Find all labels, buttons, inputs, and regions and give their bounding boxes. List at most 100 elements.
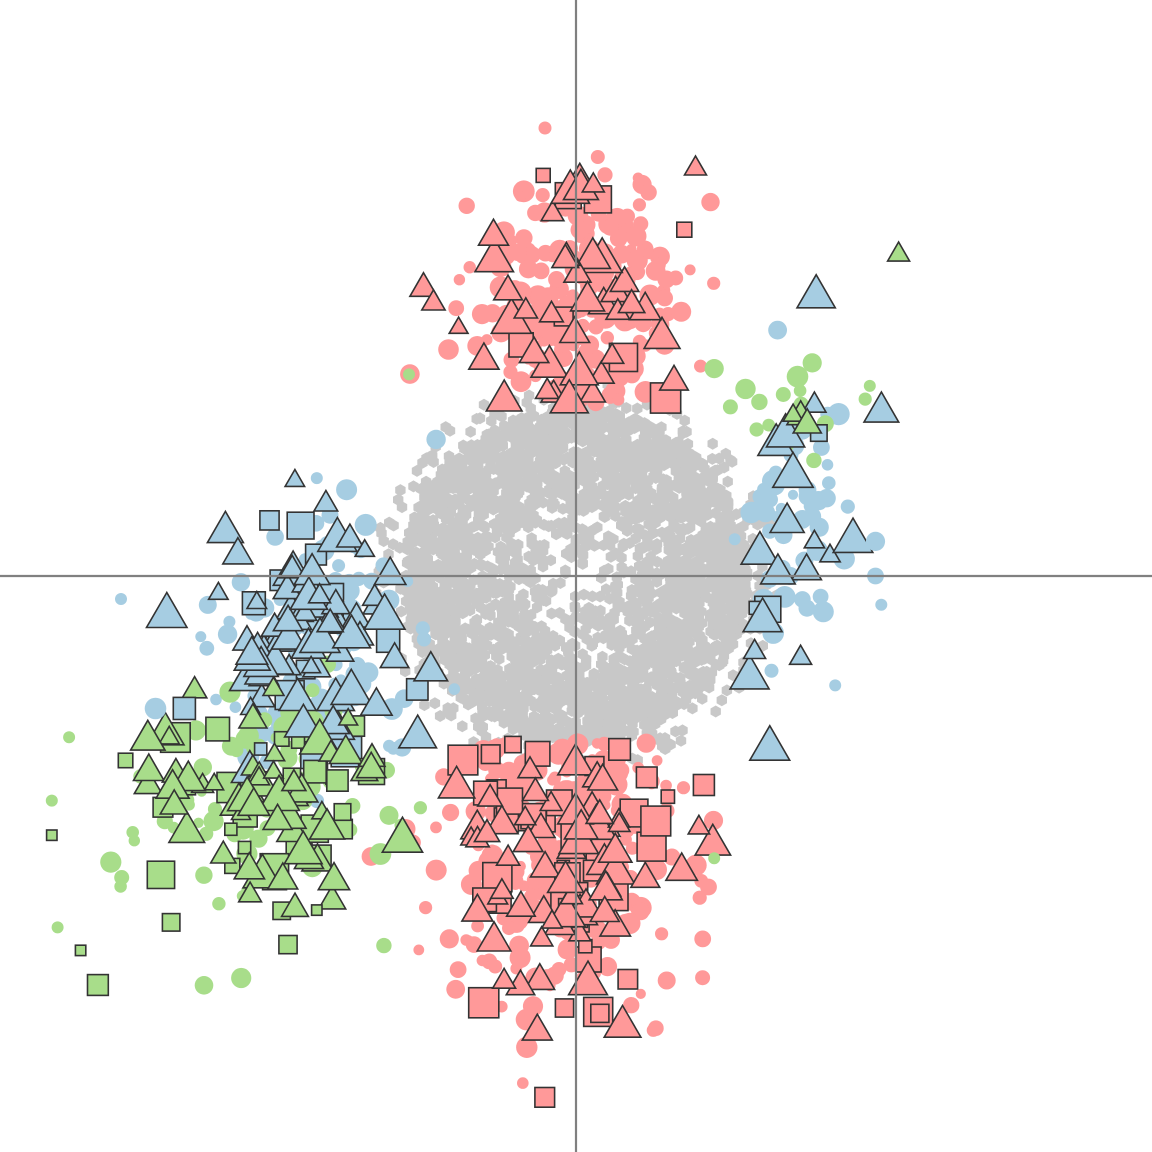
background-point: [683, 595, 694, 608]
data-point-circle: [231, 573, 251, 592]
background-point: [581, 429, 593, 441]
background-point: [618, 476, 629, 489]
data-point-circle: [740, 501, 762, 524]
data-point-triangle: [540, 908, 564, 929]
data-point-circle: [708, 852, 721, 865]
background-point: [543, 673, 554, 686]
data-point-triangle: [408, 271, 439, 298]
data-point-triangle: [292, 598, 319, 622]
cluster-points-layer: [45, 121, 911, 1109]
background-point: [592, 445, 604, 458]
background-point: [411, 464, 423, 477]
background-point: [637, 568, 648, 581]
background-point: [636, 510, 647, 523]
background-point: [446, 618, 457, 631]
data-point-triangle: [495, 843, 522, 867]
data-point-circle: [458, 197, 475, 214]
background-point: [423, 491, 434, 504]
data-point-square: [253, 742, 268, 756]
background-point: [538, 594, 549, 607]
background-point: [408, 480, 419, 493]
data-point-triangle: [686, 813, 711, 835]
data-point-circle: [817, 489, 836, 508]
data-point-triangle: [209, 839, 238, 864]
background-point: [448, 550, 459, 563]
background-point: [586, 639, 597, 652]
background-point: [475, 501, 487, 514]
data-point-triangle: [511, 824, 545, 853]
background-point: [460, 582, 472, 595]
background-point: [537, 730, 548, 743]
background-point: [594, 709, 605, 722]
background-point: [686, 496, 697, 509]
background-point: [671, 582, 682, 595]
background-point: [617, 436, 629, 449]
data-point-circle: [590, 150, 605, 164]
data-point-square: [607, 737, 632, 761]
data-point-circle: [425, 859, 447, 881]
data-point-triangle: [280, 768, 308, 792]
data-point-circle: [694, 359, 707, 373]
background-point: [469, 544, 480, 556]
background-point: [601, 583, 612, 596]
data-point-triangle: [245, 589, 268, 610]
data-point-triangle: [283, 702, 324, 738]
background-point: [561, 715, 572, 728]
data-point-circle: [517, 1077, 529, 1089]
data-point-circle: [557, 939, 578, 960]
background-point: [478, 398, 490, 411]
data-point-triangle: [237, 702, 269, 729]
data-point-circle: [448, 300, 465, 317]
data-point-triangle: [132, 768, 164, 795]
background-point: [607, 636, 618, 649]
data-point-square: [172, 696, 197, 721]
data-point-circle: [648, 1020, 664, 1036]
data-point-circle: [403, 368, 415, 381]
background-point: [673, 643, 684, 656]
background-point: [429, 697, 441, 710]
background-point: [510, 681, 522, 694]
background-point: [442, 702, 453, 715]
background-point: [598, 539, 609, 552]
data-point-circle: [645, 261, 666, 281]
background-point: [562, 451, 573, 464]
data-point-circle: [735, 378, 756, 400]
data-point-circle: [707, 276, 721, 290]
background-point: [465, 425, 476, 438]
background-point: [513, 666, 524, 679]
background-point: [608, 502, 619, 515]
data-point-circle: [559, 352, 573, 365]
data-point-triangle: [328, 733, 364, 765]
background-point: [734, 547, 745, 560]
background-point: [467, 677, 478, 689]
data-point-circle: [430, 821, 442, 834]
background-point: [656, 710, 667, 723]
background-point: [424, 575, 436, 588]
data-point-circle: [875, 598, 888, 611]
data-point-circle: [439, 929, 459, 949]
background-point: [642, 633, 653, 646]
background-point: [658, 654, 669, 667]
background-point: [740, 579, 751, 591]
data-point-triangle: [516, 755, 544, 779]
data-point-triangle: [617, 288, 647, 314]
data-point-circle: [488, 959, 503, 974]
background-point: [466, 443, 478, 456]
background-point: [711, 628, 722, 641]
data-point-square: [640, 805, 672, 837]
data-point-circle: [628, 263, 646, 281]
background-point: [542, 717, 554, 730]
data-point-triangle: [788, 643, 813, 666]
background-point: [650, 441, 661, 454]
data-point-triangle: [272, 603, 305, 632]
background-point: [456, 552, 467, 565]
background-point: [455, 691, 466, 704]
background-point: [376, 527, 387, 540]
background-point: [649, 600, 661, 613]
background-point: [676, 511, 688, 524]
background-point: [510, 421, 522, 434]
background-point: [446, 590, 457, 603]
data-point-triangle: [518, 335, 551, 364]
background-point: [697, 534, 708, 547]
